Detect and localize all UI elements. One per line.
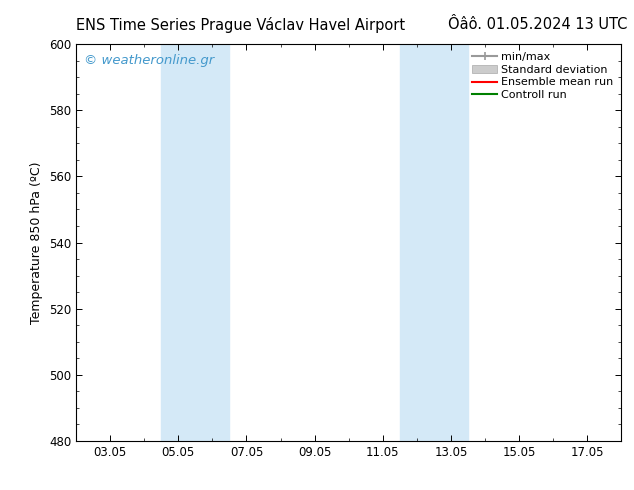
Text: ENS Time Series Prague Václav Havel Airport: ENS Time Series Prague Václav Havel Airp… [76, 17, 405, 33]
Legend: min/max, Standard deviation, Ensemble mean run, Controll run: min/max, Standard deviation, Ensemble me… [470, 49, 616, 102]
Bar [161, 44, 230, 441]
Text: © weatheronline.gr: © weatheronline.gr [84, 54, 214, 67]
Y-axis label: Temperature 850 hPa (ºC): Temperature 850 hPa (ºC) [30, 161, 43, 324]
Text: Ôâô. 01.05.2024 13 UTC: Ôâô. 01.05.2024 13 UTC [448, 17, 628, 32]
Bar [400, 44, 468, 441]
